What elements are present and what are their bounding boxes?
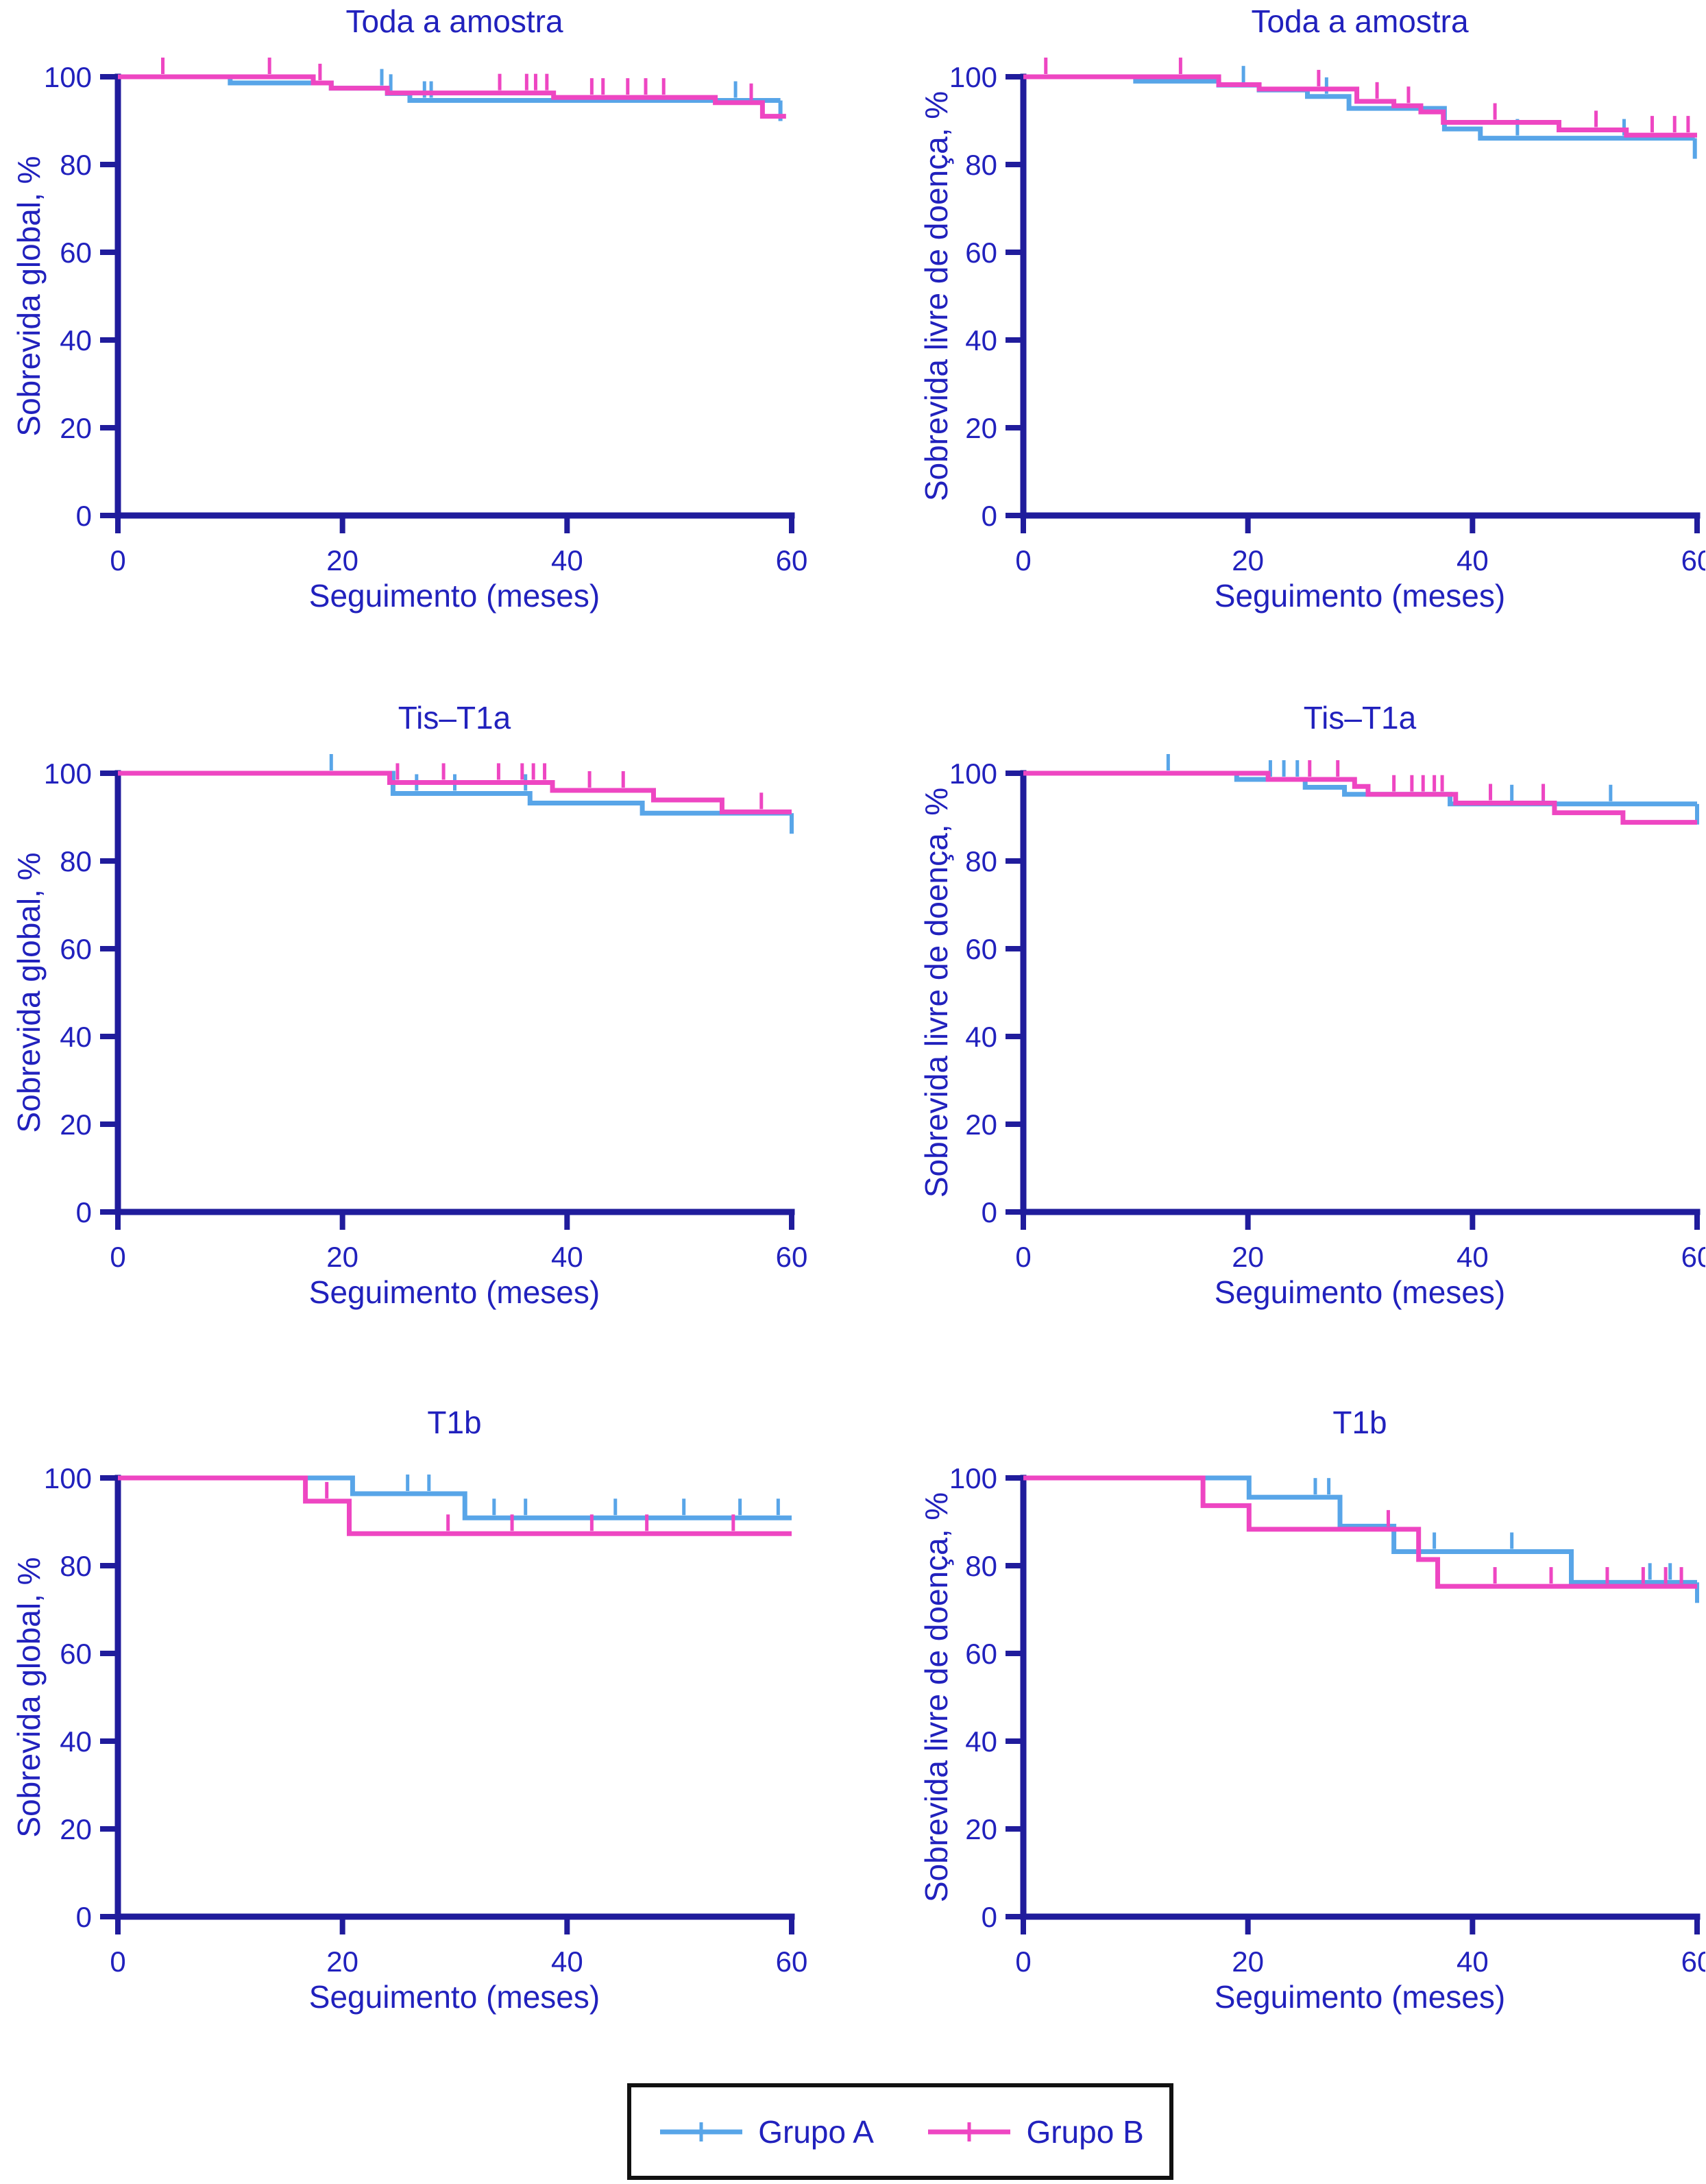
svg-text:20: 20 <box>1232 544 1264 577</box>
x-axis-label: Seguimento (meses) <box>308 578 600 614</box>
legend-entry-grupo-b: Grupo B <box>925 2113 1144 2150</box>
svg-text:80: 80 <box>60 845 92 877</box>
plot-tis-t1a-sg: Tis–T1a Sobrevida global, % 0 20 40 60 80 100… <box>0 696 853 1355</box>
svg-text:100: 100 <box>44 1462 92 1494</box>
svg-text:80: 80 <box>965 845 997 877</box>
km-chart-canvas: 0 20 40 60 80 100 0 20 40 60 <box>949 1462 1705 1978</box>
plot-tis-t1a-sld: Tis–T1a Sobrevida livre de doença, % 0 20… <box>853 696 1705 1355</box>
km-chart-canvas: 0 20 40 60 80 100 0 20 40 60 <box>44 58 808 577</box>
svg-text:60: 60 <box>965 236 997 269</box>
svg-text:40: 40 <box>551 544 583 577</box>
svg-text:40: 40 <box>60 324 92 356</box>
svg-text:60: 60 <box>60 1638 92 1670</box>
svg-text:0: 0 <box>76 1196 92 1228</box>
svg-text:0: 0 <box>982 1901 997 1933</box>
svg-text:60: 60 <box>776 1945 808 1978</box>
plot-t1b-sg: T1b Sobrevida global, % 0 20 40 60 80 100 0 20 4… <box>0 1401 853 2059</box>
svg-text:40: 40 <box>551 1945 583 1978</box>
legend-label-grupo-b: Grupo B <box>1026 2113 1144 2150</box>
svg-text:0: 0 <box>76 500 92 532</box>
svg-text:0: 0 <box>1015 1241 1031 1273</box>
svg-text:80: 80 <box>60 149 92 181</box>
legend-entry-grupo-a: Grupo A <box>657 2113 874 2150</box>
svg-text:20: 20 <box>1232 1945 1264 1978</box>
svg-text:20: 20 <box>1232 1241 1264 1273</box>
svg-text:60: 60 <box>1681 544 1705 577</box>
plot-title: Toda a amostra <box>345 3 563 39</box>
grupo-b-line-sample-icon <box>928 2122 1011 2141</box>
km-chart-canvas: 0 20 40 60 80 100 0 20 40 60 <box>949 58 1705 577</box>
svg-text:40: 40 <box>1457 1241 1489 1273</box>
svg-text:0: 0 <box>1015 544 1031 577</box>
svg-text:60: 60 <box>776 1241 808 1273</box>
svg-text:60: 60 <box>776 544 808 577</box>
svg-text:40: 40 <box>551 1241 583 1273</box>
svg-text:40: 40 <box>965 324 997 356</box>
plot-toda-amostra-sld: Toda a amostra Sobrevida livre de doença… <box>853 0 1705 658</box>
svg-text:20: 20 <box>326 544 358 577</box>
legend-box: Grupo A Grupo B <box>627 2083 1173 2180</box>
x-axis-label: Seguimento (meses) <box>1214 578 1506 614</box>
svg-text:40: 40 <box>60 1725 92 1758</box>
plot-title: T1b <box>427 1405 482 1440</box>
svg-text:100: 100 <box>949 757 997 790</box>
svg-text:60: 60 <box>60 236 92 269</box>
svg-text:0: 0 <box>76 1901 92 1933</box>
svg-text:20: 20 <box>60 1813 92 1845</box>
x-axis-label: Seguimento (meses) <box>308 1979 600 2015</box>
svg-text:20: 20 <box>60 1108 92 1141</box>
svg-text:20: 20 <box>326 1945 358 1978</box>
km-chart-canvas: 0 20 40 60 80 100 0 20 40 60 <box>44 1462 808 1978</box>
svg-text:0: 0 <box>110 1945 125 1978</box>
plot-title: Toda a amostra <box>1251 3 1469 39</box>
svg-text:0: 0 <box>982 500 997 532</box>
svg-text:80: 80 <box>965 149 997 181</box>
x-axis-label: Seguimento (meses) <box>1214 1274 1506 1310</box>
svg-text:100: 100 <box>949 1462 997 1494</box>
x-axis-label: Seguimento (meses) <box>308 1274 600 1310</box>
svg-text:100: 100 <box>44 61 92 93</box>
svg-text:60: 60 <box>965 933 997 965</box>
svg-text:40: 40 <box>965 1725 997 1758</box>
svg-text:20: 20 <box>60 412 92 444</box>
svg-text:40: 40 <box>1457 1945 1489 1978</box>
svg-text:20: 20 <box>965 412 997 444</box>
svg-text:40: 40 <box>60 1021 92 1053</box>
svg-text:80: 80 <box>965 1550 997 1582</box>
svg-text:0: 0 <box>1015 1945 1031 1978</box>
svg-text:20: 20 <box>326 1241 358 1273</box>
svg-text:20: 20 <box>965 1108 997 1141</box>
plot-title: T1b <box>1332 1405 1387 1440</box>
plot-title: Tis–T1a <box>1303 700 1417 736</box>
svg-text:20: 20 <box>965 1813 997 1845</box>
svg-text:40: 40 <box>965 1021 997 1053</box>
legend-label-grupo-a: Grupo A <box>758 2113 874 2150</box>
svg-text:40: 40 <box>1457 544 1489 577</box>
svg-text:0: 0 <box>110 1241 125 1273</box>
svg-text:60: 60 <box>60 933 92 965</box>
km-chart-canvas: 0 20 40 60 80 100 0 20 40 60 <box>44 754 808 1273</box>
plot-t1b-sld: T1b Sobrevida livre de doença, % 0 20 40 60… <box>853 1401 1705 2059</box>
x-axis-label: Seguimento (meses) <box>1214 1979 1506 2015</box>
grupo-a-line-sample-icon <box>660 2122 743 2141</box>
svg-text:60: 60 <box>1681 1945 1705 1978</box>
plot-title: Tis–T1a <box>398 700 511 736</box>
svg-text:80: 80 <box>60 1550 92 1582</box>
svg-text:0: 0 <box>982 1196 997 1228</box>
svg-text:60: 60 <box>965 1638 997 1670</box>
svg-text:60: 60 <box>1681 1241 1705 1273</box>
plot-toda-amostra-sg: Toda a amostra Sobrevida global, % 0 20 40… <box>0 0 853 658</box>
km-chart-canvas: 0 20 40 60 80 100 0 20 40 60 <box>949 754 1705 1273</box>
svg-text:0: 0 <box>110 544 125 577</box>
svg-text:100: 100 <box>949 61 997 93</box>
svg-text:100: 100 <box>44 757 92 790</box>
